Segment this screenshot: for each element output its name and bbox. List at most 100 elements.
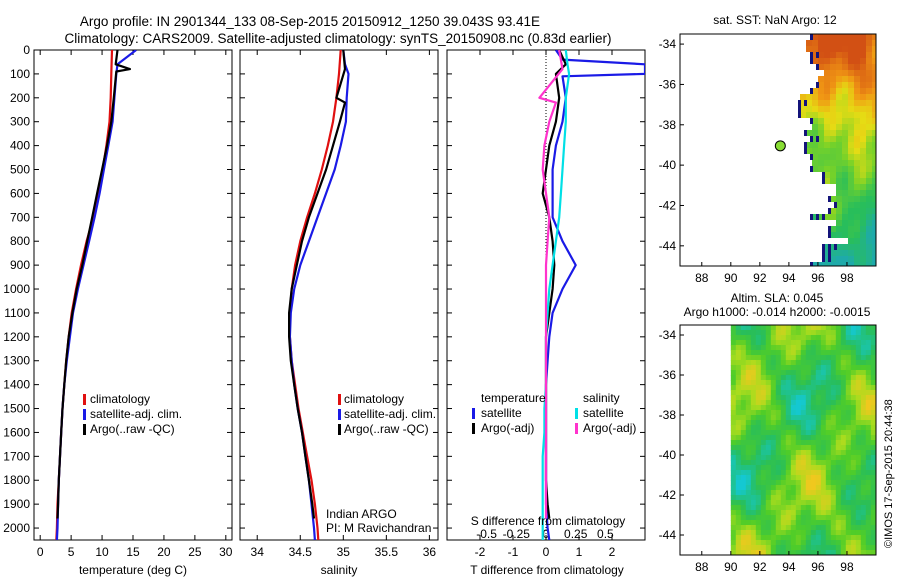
sst-cell	[806, 142, 812, 148]
sla-cell	[785, 355, 792, 361]
sla-cell	[740, 410, 747, 416]
sla-cell	[740, 490, 747, 496]
sla-cell	[830, 525, 837, 531]
sst-cell	[860, 178, 866, 184]
sla-cell	[875, 480, 876, 486]
sla-cell	[750, 385, 757, 391]
sla-cell	[800, 380, 807, 386]
sla-cell	[835, 500, 842, 506]
sst-cell	[854, 238, 860, 244]
difference-panel: -2 -1 0 1 2 -0.5 -0.25 0 0.25 0.5 T difference f…	[446, 49, 646, 577]
sla-cell	[765, 380, 772, 386]
sst-cell	[812, 88, 818, 94]
sst-cell	[806, 46, 812, 52]
s-difference-tick-labels: -0.5 -0.25 0 0.25 0.5	[476, 527, 614, 541]
salinity-tick-labels: 34 34.5 35 35.5 36	[251, 50, 436, 559]
sla-cell	[865, 485, 872, 491]
sla-cell	[855, 515, 862, 521]
sla-cell	[870, 330, 876, 336]
sla-cell	[860, 550, 867, 555]
sst-cell	[860, 100, 866, 106]
sst-cell	[842, 130, 848, 136]
sst-coast-edge	[810, 88, 813, 94]
sla-cell	[735, 430, 742, 436]
sst-coast-edge	[816, 214, 819, 220]
lat-tick-label: -38	[659, 118, 677, 132]
sla-cell	[785, 540, 792, 546]
sla-cell	[805, 345, 812, 351]
sst-cell	[872, 34, 876, 40]
sla-cell	[820, 510, 827, 516]
sla-cell	[875, 355, 876, 361]
sla-cell	[735, 475, 742, 481]
sla-cell	[820, 475, 827, 481]
sst-cell	[836, 208, 842, 214]
sla-cell	[730, 470, 737, 476]
sla-cell	[785, 350, 792, 356]
sla-cell	[735, 505, 742, 511]
sla-cell	[775, 515, 782, 521]
sla-cell	[755, 500, 762, 506]
sla-cell	[735, 500, 742, 506]
depth-tick-label: 400	[10, 139, 30, 153]
sla-cell	[800, 460, 807, 466]
sla-cell	[825, 510, 832, 516]
sla-cell	[795, 535, 802, 541]
sst-cell	[842, 166, 848, 172]
sla-cell	[815, 390, 822, 396]
sst-cell	[818, 94, 824, 100]
sst-cell	[860, 64, 866, 70]
depth-tick-label: 800	[10, 234, 30, 248]
lat-tick-label: -42	[659, 488, 677, 502]
sla-cell	[810, 400, 817, 406]
sst-cell	[824, 262, 830, 266]
lon-tick-label: 98	[840, 271, 854, 285]
sst-cell	[824, 118, 830, 124]
sla-cell	[805, 480, 812, 486]
sla-cell	[765, 490, 772, 496]
sla-map-frame	[679, 324, 877, 556]
sst-cell	[866, 262, 872, 266]
sla-cell	[775, 505, 782, 511]
sla-cell	[750, 445, 757, 451]
sla-cell	[805, 370, 812, 376]
sla-cell	[780, 410, 787, 416]
sla-cell	[835, 415, 842, 421]
sla-cell	[785, 425, 792, 431]
sst-cell	[842, 232, 848, 238]
sla-cell	[795, 500, 802, 506]
sst-cell	[872, 226, 876, 232]
sla-cell	[745, 420, 752, 426]
sla-cell	[760, 410, 767, 416]
sst-cell	[854, 124, 860, 130]
sla-cell	[820, 490, 827, 496]
sla-cell	[780, 430, 787, 436]
sla-cell	[855, 425, 862, 431]
sla-cell	[790, 485, 797, 491]
sst-cell	[818, 154, 824, 160]
sst-cell	[830, 262, 836, 266]
sla-cell	[845, 340, 852, 346]
sla-map-panel: Altim. SLA: 0.045 Argo h1000: -0.014 h20…	[659, 291, 877, 574]
sla-cell	[860, 325, 867, 331]
sla-cell	[730, 545, 737, 551]
sla-cell	[850, 520, 857, 526]
sla-cell	[770, 460, 777, 466]
series-line-argo-raw-qc	[288, 50, 347, 519]
sla-cell	[805, 360, 812, 366]
sst-cell	[836, 64, 842, 70]
sla-cell	[750, 470, 757, 476]
sla-cell	[775, 450, 782, 456]
sla-cell	[790, 365, 797, 371]
sla-cell	[875, 490, 876, 496]
legend-label-temp-satellite: satellite	[481, 406, 522, 420]
sla-cell	[810, 465, 817, 471]
sla-cell	[850, 470, 857, 476]
sst-cell	[866, 142, 872, 148]
sst-cell	[866, 154, 872, 160]
sla-cell	[760, 415, 767, 421]
sla-cell	[730, 550, 737, 555]
sla-cell	[830, 500, 837, 506]
sla-cell	[825, 535, 832, 541]
sla-cell	[815, 425, 822, 431]
